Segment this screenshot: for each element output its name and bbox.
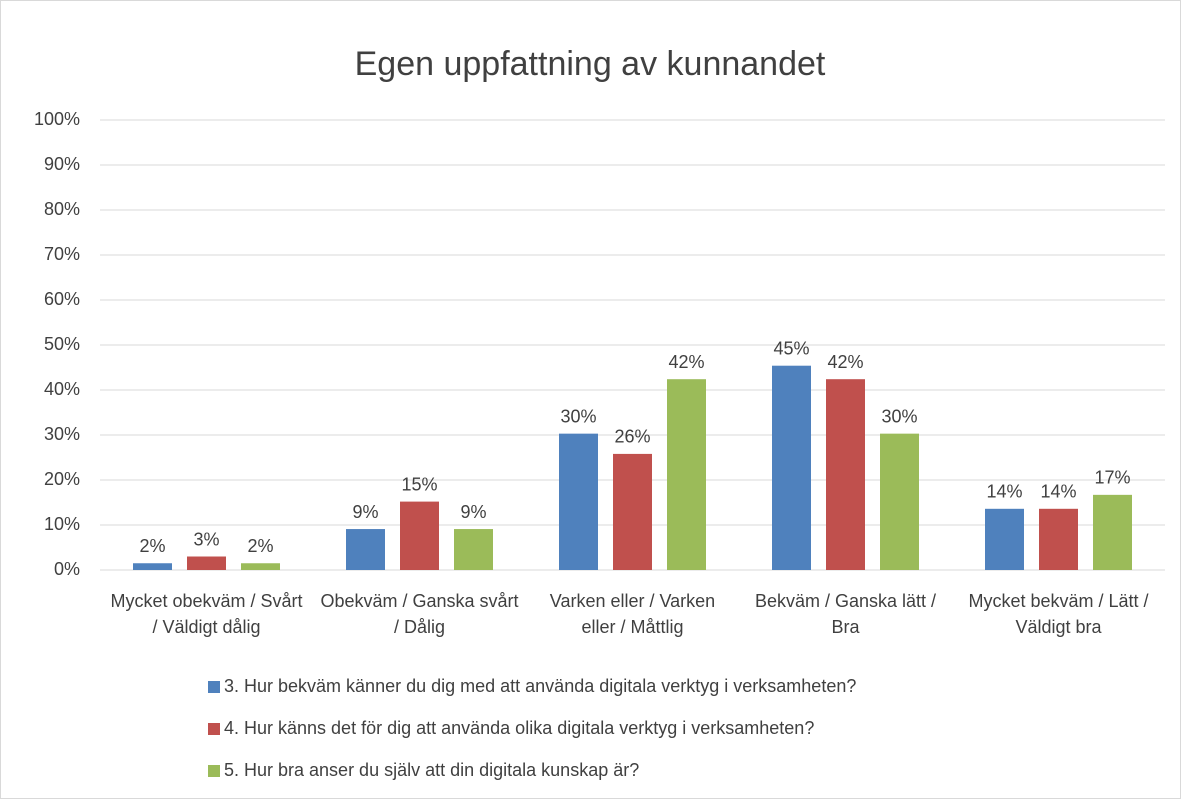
- data-label: 9%: [352, 502, 378, 522]
- y-tick-label: 0%: [54, 559, 80, 579]
- data-label: 14%: [1040, 482, 1076, 502]
- bar: [613, 453, 652, 570]
- data-label: 30%: [881, 406, 917, 426]
- legend-label: 3. Hur bekväm känner du dig med att anvä…: [224, 676, 856, 696]
- data-label: 42%: [668, 352, 704, 372]
- y-tick-label: 80%: [44, 199, 80, 219]
- x-tick-label: Obekväm / Ganska svårt / Dålig: [320, 591, 519, 637]
- bar: [241, 563, 280, 570]
- x-tick-label: Mycket obekväm / Svårt / Väldigt dålig: [110, 591, 303, 637]
- y-tick-label: 90%: [44, 154, 80, 174]
- bar: [187, 556, 226, 570]
- x-tick-label: Bekväm / Ganska lätt / Bra: [754, 591, 937, 637]
- data-label: 15%: [401, 474, 437, 494]
- data-label: 14%: [986, 482, 1022, 502]
- data-label: 17%: [1094, 468, 1130, 488]
- bar: [985, 508, 1024, 570]
- y-tick-label: 20%: [44, 469, 80, 489]
- data-label: 42%: [827, 352, 863, 372]
- legend-swatch: [208, 681, 220, 693]
- bar: [667, 379, 706, 570]
- x-tick-label: Mycket bekväm / Lätt / Väldigt bra: [968, 591, 1149, 637]
- bar: [133, 563, 172, 570]
- bar: [826, 379, 865, 570]
- bar: [880, 433, 919, 570]
- bar: [1093, 494, 1132, 570]
- y-tick-label: 70%: [44, 244, 80, 264]
- data-label: 30%: [560, 406, 596, 426]
- legend-label: 4. Hur känns det för dig att använda oli…: [224, 718, 814, 738]
- bar: [1039, 508, 1078, 570]
- legend-label: 5. Hur bra anser du själv att din digita…: [224, 760, 639, 780]
- data-label: 3%: [193, 529, 219, 549]
- data-label: 26%: [614, 427, 650, 447]
- y-tick-label: 60%: [44, 289, 80, 309]
- data-label: 2%: [139, 536, 165, 556]
- bar: [400, 501, 439, 570]
- legend-swatch: [208, 723, 220, 735]
- y-tick-label: 50%: [44, 334, 80, 354]
- bar: [559, 433, 598, 570]
- legend-swatch: [208, 765, 220, 777]
- y-tick-label: 10%: [44, 514, 80, 534]
- data-label: 9%: [460, 502, 486, 522]
- bar: [772, 365, 811, 570]
- bar: [454, 529, 493, 570]
- chart-title: Egen uppfattning av kunnandet: [355, 45, 826, 83]
- y-tick-label: 30%: [44, 424, 80, 444]
- x-tick-label: Varken eller / Varken eller / Måttlig: [549, 591, 716, 637]
- y-tick-label: 100%: [34, 109, 80, 129]
- data-label: 45%: [773, 338, 809, 358]
- y-tick-label: 40%: [44, 379, 80, 399]
- data-label: 2%: [247, 536, 273, 556]
- bar: [346, 529, 385, 570]
